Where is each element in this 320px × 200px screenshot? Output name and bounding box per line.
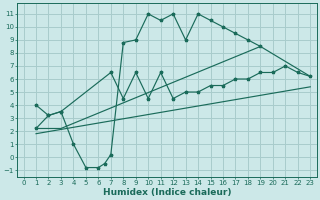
X-axis label: Humidex (Indice chaleur): Humidex (Indice chaleur)	[103, 188, 231, 197]
